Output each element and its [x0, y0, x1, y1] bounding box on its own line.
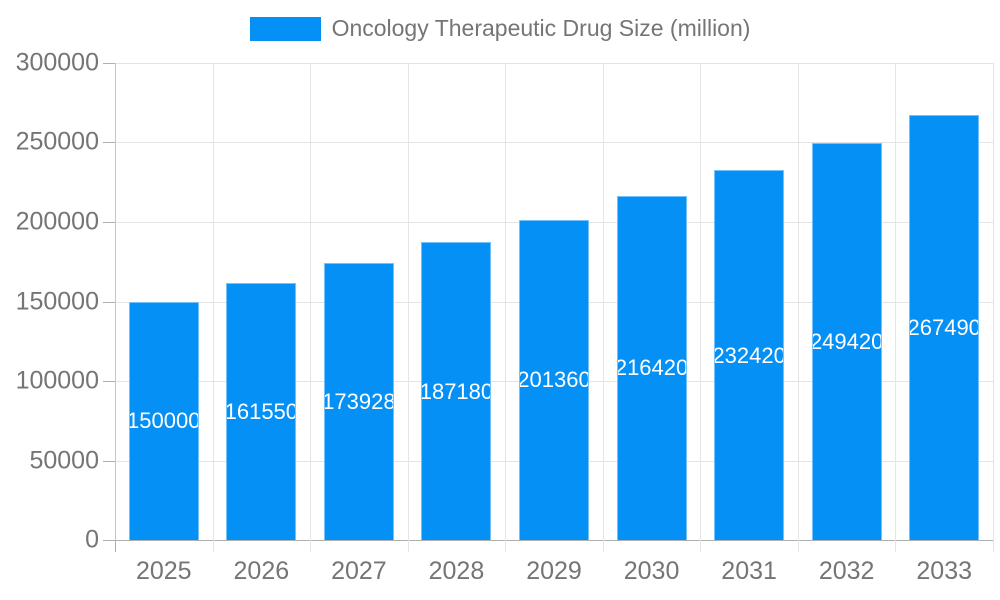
- x-axis-label: 2031: [721, 557, 777, 585]
- y-axis-tick-label: 0: [85, 525, 99, 554]
- gridline-horizontal: [115, 63, 993, 64]
- x-axis-label: 2033: [916, 557, 973, 585]
- gridline-vertical: [602, 63, 604, 540]
- gridline-horizontal: [115, 142, 993, 144]
- gridline-vertical: [700, 63, 702, 540]
- x-axis-tick: [115, 540, 116, 552]
- bar-value-label: 267490: [909, 314, 980, 340]
- y-axis-tick: [103, 63, 115, 64]
- x-axis-label: 2026: [233, 557, 290, 585]
- y-axis-tick: [103, 142, 115, 144]
- gridline-vertical: [310, 63, 312, 540]
- bar-value-label: 187180: [421, 378, 492, 404]
- bar[interactable]: 232420: [714, 170, 785, 540]
- gridline-vertical: [407, 63, 409, 540]
- x-axis-tick: [212, 540, 214, 552]
- bar-value-label: 201360: [519, 367, 589, 393]
- gridline-vertical: [895, 63, 897, 540]
- plot-area: 0 50000 100000 150000 200000 250000 300000 1500…: [16, 50, 994, 584]
- bar[interactable]: 267490: [909, 114, 980, 540]
- y-axis-tick: [103, 540, 115, 541]
- y-axis-tick-label: 150000: [15, 287, 99, 315]
- bar[interactable]: 249420: [811, 143, 882, 540]
- y-axis-tick-label: 300000: [15, 48, 99, 77]
- bar-value-label: 249420: [811, 329, 882, 355]
- x-axis-tick: [993, 540, 994, 552]
- y-axis-tick-label: 250000: [15, 127, 99, 156]
- bar[interactable]: 201360: [519, 219, 589, 540]
- legend-item[interactable]: Oncology Therapeutic Drug Size (million): [249, 15, 751, 42]
- gridline-vertical: [212, 63, 214, 540]
- gridline-horizontal: [115, 540, 993, 541]
- x-axis-label: 2029: [526, 557, 582, 585]
- y-axis-tick-label: 50000: [29, 446, 99, 474]
- y-axis-tick: [103, 460, 115, 462]
- gridline-vertical: [993, 63, 994, 540]
- bar-value-label: 232420: [714, 342, 785, 368]
- bar[interactable]: 187180: [421, 242, 492, 540]
- x-axis-tick: [700, 540, 702, 552]
- x-axis-label: 2028: [428, 557, 485, 585]
- x-axis-tick: [505, 540, 507, 552]
- gridline-vertical: [505, 63, 507, 540]
- x-axis-label: 2027: [331, 557, 387, 585]
- y-axis-tick: [103, 301, 115, 303]
- bar-value-label: 150000: [128, 408, 199, 434]
- bar-value-label: 216420: [616, 355, 687, 381]
- x-axis-tick: [407, 540, 409, 552]
- bar-value-label: 161550: [226, 399, 297, 425]
- bar[interactable]: 161550: [226, 283, 297, 540]
- x-axis-label: 2025: [135, 557, 192, 585]
- legend-swatch: [249, 16, 321, 41]
- x-axis-label: 2030: [623, 557, 680, 585]
- legend: Oncology Therapeutic Drug Size (million): [0, 15, 1000, 42]
- y-axis-tick: [103, 221, 115, 223]
- x-axis-tick: [895, 540, 897, 552]
- x-axis-tick: [797, 540, 799, 552]
- x-axis-tick: [310, 540, 312, 552]
- bar[interactable]: 216420: [616, 195, 687, 540]
- x-axis-label: 2032: [818, 557, 875, 585]
- gridline-vertical: [115, 63, 116, 540]
- y-axis-tick-label: 200000: [15, 207, 99, 236]
- y-axis-tick: [103, 380, 115, 382]
- bar[interactable]: 173928: [323, 263, 394, 540]
- x-axis-tick: [602, 540, 604, 552]
- gridline-vertical: [797, 63, 799, 540]
- y-axis-tick-label: 100000: [15, 366, 99, 395]
- bar[interactable]: 150000: [128, 301, 199, 540]
- legend-label: Oncology Therapeutic Drug Size (million): [331, 15, 751, 41]
- bar-value-label: 173928: [323, 389, 394, 415]
